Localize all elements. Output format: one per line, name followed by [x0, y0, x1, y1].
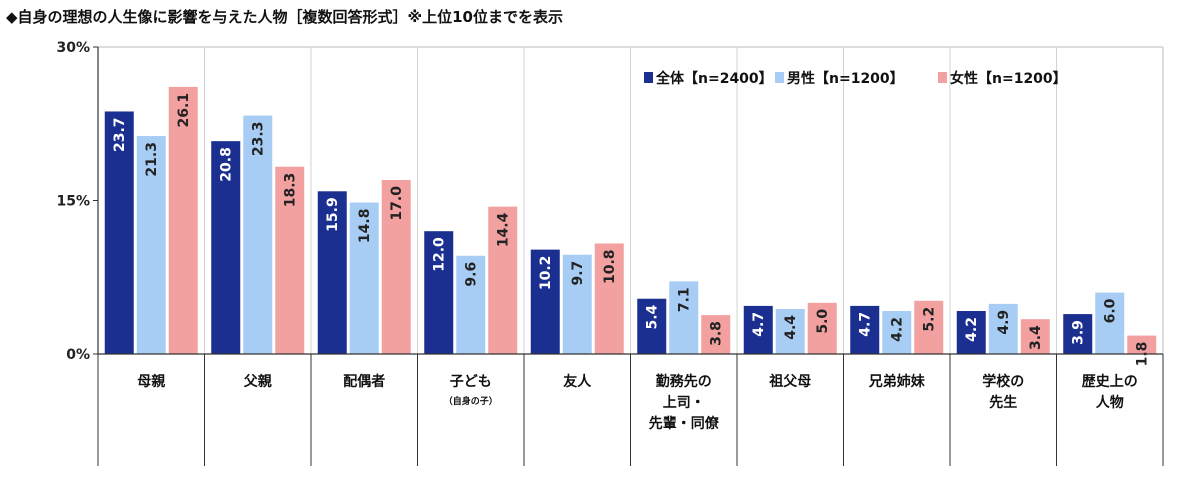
bar [424, 231, 454, 354]
data-label: 9.7 [570, 261, 586, 286]
chart-title: ◆自身の理想の人生像に影響を与えた人物［複数回答形式］※上位10位までを表示 [6, 8, 563, 26]
legend-entry: 男性【n=1200】 [787, 70, 904, 87]
data-label: 23.3 [251, 122, 267, 157]
data-label: 3.8 [709, 321, 725, 346]
bar [594, 243, 624, 354]
data-label: 5.2 [922, 307, 938, 332]
x-tick-label: 勤務先の [656, 373, 712, 390]
x-tick-label: 学校の [982, 373, 1024, 390]
data-label: 5.4 [645, 304, 661, 329]
data-label: 4.2 [890, 317, 906, 342]
bar [456, 255, 486, 354]
bar [743, 305, 773, 354]
x-tick-label: 先生 [989, 394, 1017, 411]
bar [775, 308, 805, 354]
data-label: 4.2 [964, 317, 980, 342]
bar [168, 86, 198, 354]
bar [882, 311, 912, 354]
legend: 全体【n=2400】 男性【n=1200】 女性【n=1200】 [644, 70, 1067, 87]
bar [988, 303, 1018, 354]
legend-swatch [775, 72, 784, 83]
x-tick-label: 祖父母 [768, 373, 811, 390]
bar [914, 300, 944, 354]
bar [701, 315, 731, 354]
data-label: 4.7 [858, 312, 874, 337]
bar [1020, 319, 1050, 354]
data-label: 10.8 [602, 249, 618, 284]
data-label: 9.6 [464, 262, 480, 287]
bar [850, 305, 880, 354]
x-tick-label: 父親 [243, 373, 272, 390]
y-axis: 0% 15% 30% [56, 40, 98, 363]
x-tick-label: 母親 [137, 373, 165, 390]
data-label: 5.0 [815, 309, 831, 334]
x-tick-label: 歴史上の [1082, 374, 1138, 390]
data-label: 18.3 [283, 173, 299, 208]
data-label: 21.3 [144, 142, 160, 177]
bar [562, 254, 592, 354]
x-tick-sublabel: （自身の子） [444, 395, 498, 407]
data-label: 14.8 [357, 209, 373, 244]
bar [1063, 314, 1093, 354]
data-label: 6.0 [1103, 298, 1119, 323]
legend-entry: 女性【n=1200】 [950, 70, 1067, 87]
legend-entry: 全体【n=2400】 [655, 70, 773, 87]
data-label: 20.8 [219, 147, 235, 182]
data-label: 12.0 [432, 237, 448, 272]
bar [1095, 292, 1125, 354]
x-tick-label: 上司・ [663, 395, 705, 411]
plot-frame [97, 46, 1164, 466]
data-label: 4.4 [783, 315, 799, 340]
data-label: 26.1 [176, 93, 192, 128]
x-tick-label: 先輩・同僚 [649, 415, 720, 432]
x-tick-label: 友人 [563, 373, 592, 390]
y-tick-label: 30% [56, 40, 90, 56]
x-tick-label: 兄弟姉妹 [868, 373, 926, 390]
bar [243, 115, 273, 355]
x-tick-label: 配偶者 [343, 373, 385, 390]
bar [807, 302, 837, 354]
data-label: 7.1 [677, 287, 693, 312]
bar [104, 111, 134, 354]
bar [349, 202, 379, 354]
bar [1127, 335, 1157, 354]
data-label: 14.4 [496, 212, 512, 247]
bar [637, 298, 667, 354]
data-label: 23.7 [112, 117, 128, 152]
y-tick-label: 0% [66, 347, 90, 363]
bars: 23.7 21.3 26.1 20.8 23.3 18.3 15.9 14.8 17.0 12.0… [98, 86, 1163, 366]
bar [530, 249, 560, 354]
legend-swatch [644, 72, 653, 83]
bar [488, 206, 518, 354]
x-tick-label: 子ども [450, 374, 492, 390]
bar [956, 311, 986, 354]
data-label: 10.2 [538, 256, 554, 291]
y-tick-label: 15% [56, 194, 90, 210]
bar [381, 180, 411, 354]
bar [136, 136, 166, 354]
legend-swatch [938, 72, 947, 83]
x-tick-label: 人物 [1096, 394, 1124, 411]
data-label: 3.9 [1071, 320, 1087, 345]
data-label: 17.0 [389, 186, 405, 221]
bar [275, 166, 305, 354]
bar [211, 141, 241, 354]
bar [317, 191, 347, 354]
data-label: 4.7 [751, 312, 767, 337]
bar [669, 281, 699, 354]
data-label: 3.4 [1028, 325, 1044, 350]
data-label: 4.9 [996, 310, 1012, 335]
data-label: 15.9 [325, 197, 341, 232]
